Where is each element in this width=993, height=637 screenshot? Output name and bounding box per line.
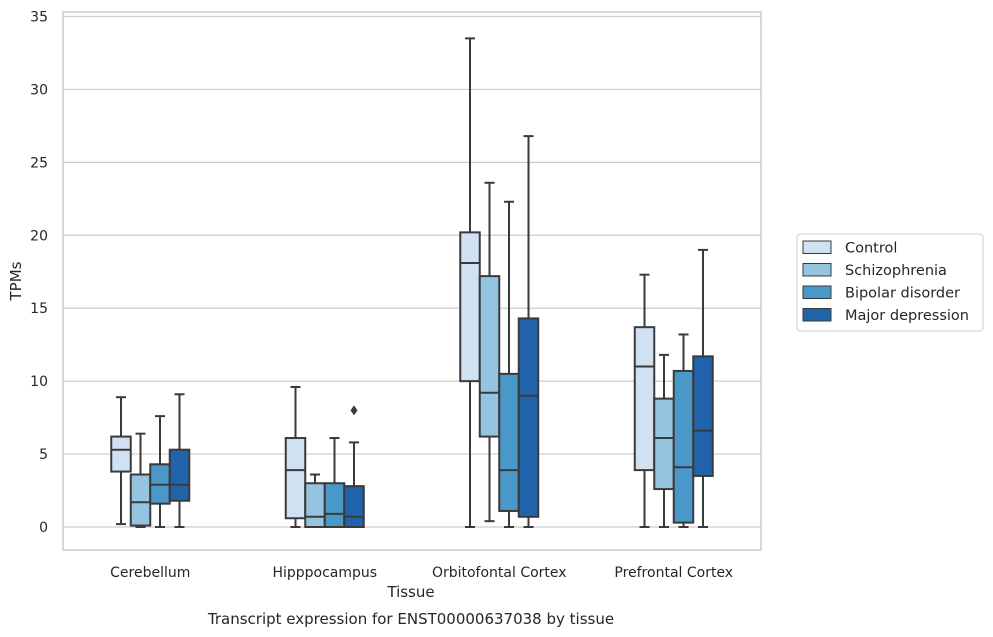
box-iqr	[284, 437, 307, 520]
box-major-depression	[517, 135, 540, 528]
x-tick-label: Prefrontal Cortex	[614, 565, 733, 581]
box-iqr	[633, 326, 656, 472]
box-iqr	[653, 397, 675, 491]
y-tick-label: 0	[39, 520, 48, 536]
chart-title: Transcript expression for ENST0000063703…	[207, 610, 614, 628]
y-axis-ticks: 0 5 10 15 20 25 30 35	[30, 10, 48, 537]
box-schizophrenia	[129, 432, 152, 528]
plot-frame	[62, 11, 762, 551]
legend: Control Schizophrenia Bipolar disorder Majo…	[796, 233, 984, 332]
legend-label: Major depression	[845, 308, 969, 324]
y-tick-label: 15	[30, 301, 48, 317]
legend-label: Schizophrenia	[845, 263, 947, 279]
y-tick-label: 30	[30, 82, 48, 98]
box-iqr	[129, 473, 152, 527]
box-iqr	[343, 485, 365, 529]
legend-label: Bipolar disorder	[845, 286, 960, 302]
legend-entry: Schizophrenia	[802, 263, 947, 279]
box-iqr	[168, 448, 191, 502]
legend-swatch	[802, 285, 832, 299]
box-major-depression	[343, 405, 365, 529]
box-bipolar-disorder	[672, 333, 695, 528]
y-axis-label: TPMs	[7, 261, 25, 301]
outlier-point	[350, 405, 358, 416]
y-tick-label: 35	[30, 10, 48, 26]
legend-entry: Major depression	[802, 308, 969, 324]
box-schizophrenia	[653, 353, 675, 528]
box-control	[110, 396, 132, 526]
box-major-depression	[692, 248, 714, 528]
box-iqr	[692, 355, 714, 477]
x-axis-label: Tissue	[386, 583, 434, 601]
legend-swatch	[802, 263, 832, 277]
x-tick-label: Hipppocampus	[272, 565, 377, 581]
x-tick-label: Orbitofontal Cortex	[432, 565, 567, 581]
x-axis-ticks: Cerebellum Hipppocampus Orbitofontal Corte…	[110, 565, 733, 581]
box-iqr	[304, 482, 326, 528]
box-plot-area	[110, 37, 714, 529]
y-tick-label: 20	[30, 228, 48, 244]
legend-entry: Bipolar disorder	[802, 285, 960, 302]
y-tick-label: 5	[39, 447, 48, 463]
box-bipolar-disorder	[323, 437, 346, 528]
legend-swatch	[802, 240, 832, 254]
y-tick-label: 25	[30, 155, 48, 171]
box-iqr	[110, 435, 132, 473]
x-tick-label: Cerebellum	[110, 565, 190, 581]
box-bipolar-disorder	[149, 415, 171, 528]
box-iqr	[323, 482, 346, 528]
box-control	[633, 273, 656, 528]
box-iqr	[517, 317, 540, 518]
box-major-depression	[168, 393, 191, 528]
legend-frame	[796, 233, 984, 332]
box-iqr	[672, 369, 695, 524]
box-iqr	[478, 275, 501, 438]
box-iqr	[459, 231, 481, 383]
box-bipolar-disorder	[498, 200, 520, 528]
box-schizophrenia	[478, 181, 501, 523]
box-schizophrenia	[304, 473, 326, 528]
legend-label: Control	[845, 241, 897, 257]
box-iqr	[498, 372, 520, 512]
legend-swatch	[802, 308, 832, 322]
y-tick-label: 10	[30, 374, 48, 390]
box-control	[284, 385, 307, 528]
legend-entry: Control	[802, 240, 897, 257]
